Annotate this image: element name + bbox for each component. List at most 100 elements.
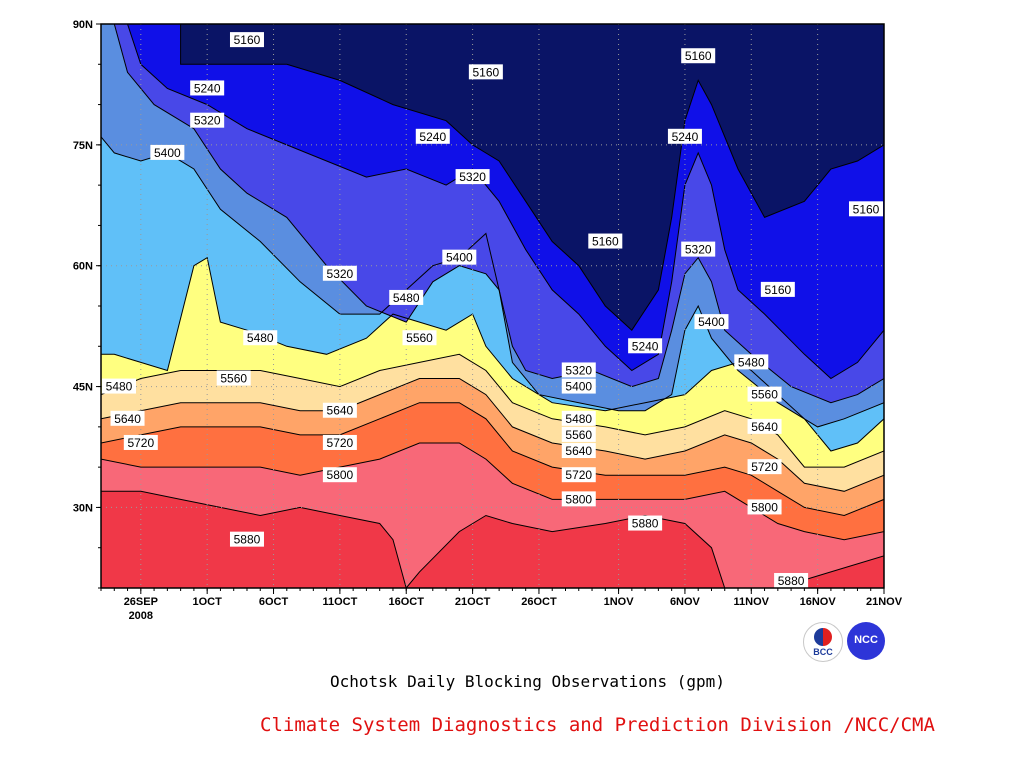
contour-label-bg	[667, 128, 702, 144]
contour-label-5320: 5320	[681, 241, 716, 257]
x-tick-label: 1OCT	[192, 596, 222, 608]
contour-label-5240: 5240	[628, 338, 663, 354]
contour-label-text: 5640	[327, 404, 354, 418]
contour-label-text: 5240	[419, 130, 446, 144]
contour-label-5320: 5320	[561, 362, 596, 378]
band-5160	[180, 24, 884, 331]
contour-label-bg	[561, 362, 596, 378]
x-tick-label: 16OCT	[389, 596, 425, 608]
contour-label-bg	[322, 434, 357, 450]
contour-label-bg	[681, 48, 716, 64]
contour-label-5720: 5720	[123, 434, 158, 450]
contour-label-text: 5480	[247, 331, 274, 345]
contour-label-5160: 5160	[468, 64, 503, 80]
contour-labels: 5160 5160 5160 5160 5160 5160 5240 5240 5240 5240…	[102, 32, 883, 588]
contour-label-bg	[415, 128, 450, 144]
x-tick-label: 16NOV	[800, 596, 837, 608]
contour-label-text: 5320	[327, 267, 354, 281]
y-axis: 30N 45N 60N 75N 90N	[73, 19, 101, 589]
contour-label-text: 5400	[565, 380, 592, 394]
x-tick-label: 21OCT	[455, 596, 491, 608]
contour-label-bg	[243, 330, 278, 346]
contour-label-5880: 5880	[229, 531, 264, 547]
contour-label-5640: 5640	[747, 418, 782, 434]
contour-label-text: 5400	[154, 146, 181, 160]
contour-label-text: 5320	[459, 170, 486, 184]
contour-label-bg	[110, 410, 145, 426]
contour-label-bg	[747, 459, 782, 475]
contour-label-5480: 5480	[243, 330, 278, 346]
x-tick-label: 21NOV	[866, 596, 903, 608]
contour-label-bg	[402, 330, 437, 346]
contour-label-text: 5880	[778, 574, 805, 588]
contour-label-text: 5240	[672, 130, 699, 144]
contour-label-text: 5560	[751, 388, 778, 402]
x-axis: 26SEP 2008 1OCT 6OCT 11OCT 16OCT 21OCT 26OCT 1NO…	[100, 588, 903, 622]
y-tick-label: 45N	[73, 382, 93, 394]
contour-label-5320: 5320	[455, 169, 490, 185]
contour-label-text: 5640	[751, 420, 778, 434]
contour-label-text: 5720	[565, 468, 592, 482]
y-tick-label: 75N	[73, 140, 93, 152]
contour-line-5400	[101, 24, 884, 428]
contour-bands	[101, 24, 884, 588]
contour-label-bg	[190, 112, 225, 128]
contour-label-5480: 5480	[102, 378, 136, 394]
contour-label-text: 5320	[565, 363, 592, 377]
contour-label-bg	[123, 434, 158, 450]
contour-label-text: 5640	[565, 444, 592, 458]
contour-label-bg	[628, 338, 663, 354]
contour-label-5160: 5160	[588, 233, 623, 249]
contour-label-text: 5720	[127, 436, 154, 450]
contour-label-text: 5400	[446, 251, 473, 265]
contour-label-text: 5160	[592, 235, 619, 249]
contour-label-text: 5160	[473, 65, 500, 79]
contour-label-text: 5800	[751, 500, 778, 514]
contour-label-bg	[102, 378, 136, 394]
bcc-logo-text: BCC	[813, 647, 833, 657]
contour-label-5240: 5240	[415, 128, 450, 144]
contour-label-bg	[588, 233, 623, 249]
contour-line-5800	[101, 442, 884, 541]
contour-label-5160: 5160	[849, 201, 883, 217]
contour-label-bg	[229, 32, 264, 48]
contour-label-5480: 5480	[734, 354, 769, 370]
contour-label-bg	[442, 249, 477, 265]
contour-label-text: 5480	[106, 380, 133, 394]
contour-label-text: 5480	[738, 355, 765, 369]
ncc-logo: NCC	[847, 622, 885, 660]
contour-label-bg	[760, 281, 795, 297]
credit-line: Climate System Diagnostics and Predictio…	[260, 714, 935, 736]
contour-label-bg	[561, 378, 596, 394]
contour-label-5880: 5880	[628, 515, 663, 531]
y-tick-label: 30N	[73, 502, 93, 514]
contour-label-text: 5160	[853, 202, 880, 216]
contour-label-5800: 5800	[747, 499, 782, 515]
contour-label-text: 5320	[194, 114, 221, 128]
contour-label-text: 5800	[565, 492, 592, 506]
x-tick-label: 26SEP	[124, 596, 158, 608]
contour-label-text: 5320	[685, 243, 712, 257]
contour-label-5480: 5480	[561, 410, 596, 426]
contour-label-5160: 5160	[760, 281, 795, 297]
contour-label-5320: 5320	[190, 112, 225, 128]
contour-label-5160: 5160	[681, 48, 716, 64]
contour-label-5480: 5480	[389, 289, 424, 305]
contour-label-bg	[322, 467, 357, 483]
contour-label-text: 5240	[632, 339, 659, 353]
contour-line-5320	[113, 24, 884, 404]
contour-label-5640: 5640	[561, 443, 596, 459]
contour-label-bg	[561, 426, 596, 442]
contour-label-5320: 5320	[322, 265, 357, 281]
contour-label-text: 5560	[406, 331, 433, 345]
contour-label-5800: 5800	[322, 467, 357, 483]
chart-title: Ochotsk Daily Blocking Observations (gpm…	[330, 672, 725, 691]
contour-label-text: 5560	[565, 428, 592, 442]
contour-label-bg	[628, 515, 663, 531]
contour-label-text: 5160	[764, 283, 791, 297]
x-tick-sublabel: 2008	[129, 610, 153, 622]
contour-label-text: 5720	[751, 460, 778, 474]
contour-label-bg	[468, 64, 503, 80]
contour-label-bg	[322, 402, 357, 418]
